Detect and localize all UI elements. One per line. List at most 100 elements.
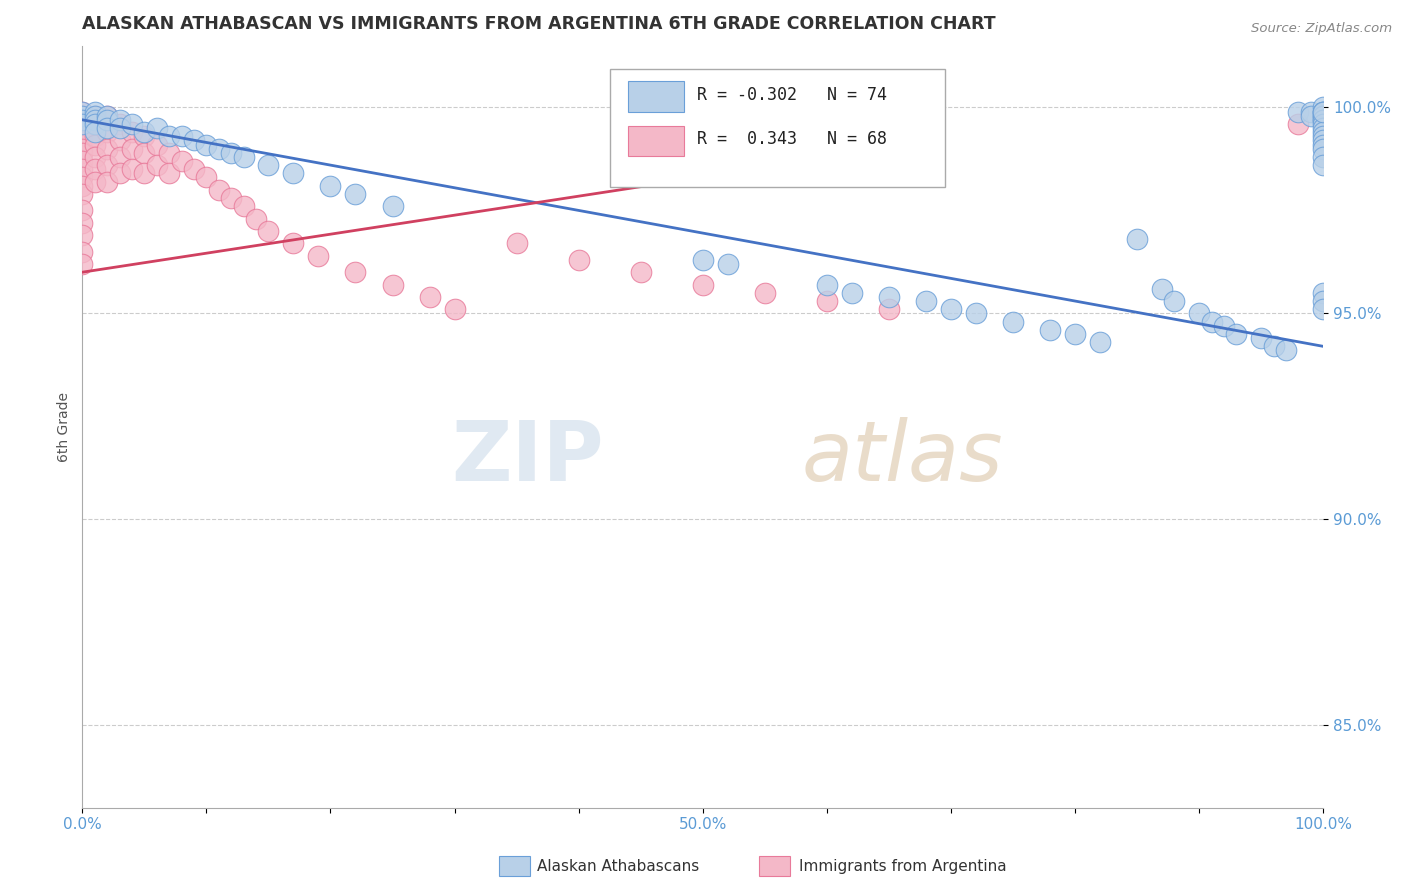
Point (72, 125, 94, 139)
Y-axis label: 6th Grade: 6th Grade (58, 392, 72, 462)
Point (72, 153, 94, 168)
Point (630, 265, 652, 279)
Point (72, 178, 94, 193)
Point (108, 166, 131, 180)
Point (419, 290, 441, 304)
Point (72, 109, 94, 123)
Point (195, 170, 218, 185)
Point (96, 158, 118, 172)
Point (1312, 112, 1334, 127)
Text: R =  0.343   N = 68: R = 0.343 N = 68 (696, 130, 887, 148)
Point (232, 150, 254, 164)
Point (815, 277, 838, 292)
Point (344, 265, 367, 279)
Point (1299, 109, 1322, 123)
Point (72, 104, 94, 119)
Point (1312, 293, 1334, 308)
Bar (628, 126, 685, 156)
Point (1312, 158, 1334, 172)
Point (1312, 100, 1334, 114)
Point (1312, 285, 1334, 300)
Point (83, 117, 105, 131)
Point (716, 257, 738, 271)
Point (72, 257, 94, 271)
Point (754, 285, 776, 300)
Point (83, 112, 105, 127)
Point (208, 142, 231, 156)
Point (183, 162, 205, 177)
Point (108, 121, 131, 136)
Point (1299, 104, 1322, 119)
Point (257, 158, 280, 172)
Point (72, 244, 94, 259)
Point (108, 133, 131, 147)
Text: Immigrants from Argentina: Immigrants from Argentina (799, 859, 1007, 873)
Point (83, 150, 105, 164)
Point (1213, 318, 1236, 333)
Point (72, 133, 94, 147)
Point (134, 145, 156, 160)
Point (1312, 112, 1334, 127)
Point (568, 252, 591, 267)
Point (1312, 142, 1334, 156)
Point (208, 183, 231, 197)
Point (83, 109, 105, 123)
Point (381, 199, 404, 213)
Point (1250, 331, 1272, 345)
Point (96, 112, 118, 127)
Point (219, 145, 242, 160)
Point (83, 129, 105, 144)
Point (1088, 335, 1111, 350)
Point (841, 285, 863, 300)
Point (145, 158, 167, 172)
Point (170, 153, 193, 168)
Point (939, 302, 962, 317)
Point (1312, 150, 1334, 164)
Point (877, 302, 900, 317)
Point (505, 236, 527, 251)
Point (257, 224, 280, 238)
Point (83, 104, 105, 119)
FancyBboxPatch shape (610, 69, 945, 186)
Text: ZIP: ZIP (451, 417, 603, 498)
Point (83, 162, 105, 177)
Point (1288, 104, 1310, 119)
Point (145, 137, 167, 152)
Point (692, 252, 714, 267)
Point (134, 125, 156, 139)
Point (170, 129, 193, 144)
Point (121, 142, 143, 156)
Point (157, 145, 180, 160)
Point (1312, 104, 1334, 119)
Text: R = -0.302   N = 74: R = -0.302 N = 74 (696, 87, 887, 104)
Point (83, 109, 105, 123)
Text: Source: ZipAtlas.com: Source: ZipAtlas.com (1251, 22, 1392, 36)
Point (72, 216, 94, 230)
Point (72, 170, 94, 185)
Point (1188, 306, 1211, 320)
Point (915, 293, 938, 308)
Point (72, 162, 94, 177)
Point (96, 175, 118, 189)
Text: atlas: atlas (801, 417, 1004, 498)
Text: ALASKAN ATHABASCAN VS IMMIGRANTS FROM ARGENTINA 6TH GRADE CORRELATION CHART: ALASKAN ATHABASCAN VS IMMIGRANTS FROM AR… (83, 15, 995, 33)
Point (1312, 133, 1334, 147)
Point (1312, 104, 1334, 119)
Point (1312, 125, 1334, 139)
Point (1163, 293, 1185, 308)
Point (96, 142, 118, 156)
Point (134, 129, 156, 144)
Point (1201, 315, 1223, 329)
Point (344, 186, 367, 201)
Point (96, 109, 118, 123)
Point (83, 137, 105, 152)
Point (1312, 129, 1334, 144)
Point (183, 133, 205, 147)
Point (108, 150, 131, 164)
Point (1150, 282, 1173, 296)
Point (319, 178, 342, 193)
Point (245, 211, 267, 226)
Point (108, 112, 131, 127)
Point (72, 112, 94, 127)
Point (1039, 323, 1062, 337)
